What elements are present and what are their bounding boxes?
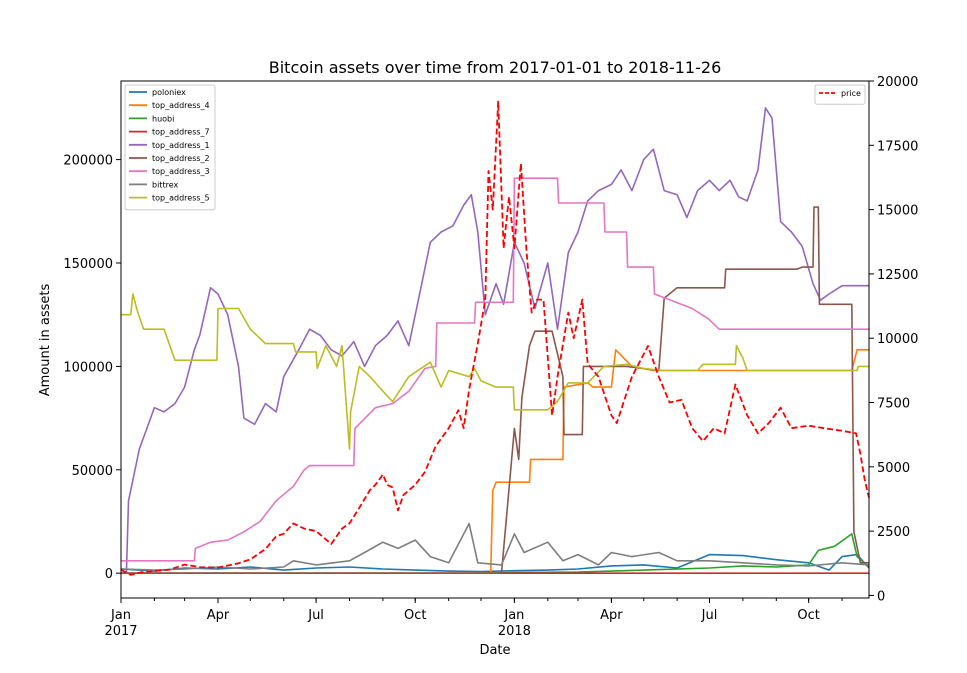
y-left-tick-label: 200000 bbox=[63, 154, 113, 169]
legend-label-top_address_4: top_address_4 bbox=[152, 101, 210, 110]
x-tick-sublabel: 2017 bbox=[104, 624, 137, 639]
series-line-poloniex bbox=[120, 553, 870, 573]
legend-label-huobi: huobi bbox=[152, 114, 174, 123]
y-right-tick-label: 10000 bbox=[877, 332, 918, 347]
y-left-tick-label: 100000 bbox=[63, 360, 113, 375]
x-tick-label: Oct bbox=[404, 608, 426, 623]
y-right-tick-label: 17500 bbox=[877, 139, 918, 154]
legend-right: price bbox=[814, 84, 866, 105]
x-axis-label: Date bbox=[479, 643, 510, 658]
y-right-tick-label: 15000 bbox=[877, 204, 918, 219]
legend-box bbox=[124, 84, 216, 211]
axes-frame bbox=[120, 80, 870, 599]
plot-frame bbox=[120, 80, 870, 599]
y-right-tick-label: 12500 bbox=[877, 268, 918, 283]
x-tick-sublabel: 2018 bbox=[498, 624, 531, 639]
y-left-tick-label: 0 bbox=[105, 567, 113, 582]
chart-title: Bitcoin assets over time from 2017-01-01… bbox=[269, 58, 722, 77]
y-right-tick-label: 0 bbox=[877, 589, 885, 604]
series-line-bittrex bbox=[120, 522, 870, 571]
series-lines bbox=[120, 100, 870, 576]
x-tick-label: Jul bbox=[701, 608, 718, 623]
legend-label-bittrex: bittrex bbox=[152, 180, 178, 189]
y-left-tick-label: 150000 bbox=[63, 257, 113, 272]
legend-label-top_address_7: top_address_7 bbox=[152, 128, 210, 137]
legend-label-price: price bbox=[841, 89, 861, 98]
series-line-top_address_3 bbox=[121, 177, 869, 562]
y-right-tick-label: 20000 bbox=[877, 75, 918, 90]
y-axis-label: Amount in assets bbox=[38, 283, 53, 396]
y-left-tick-label: 50000 bbox=[72, 464, 113, 479]
x-tick-label: Apr bbox=[600, 608, 623, 623]
y-right-tick-label: 7500 bbox=[877, 397, 910, 412]
x-tick-label: Jul bbox=[307, 608, 324, 623]
legend-label-top_address_1: top_address_1 bbox=[152, 141, 210, 150]
series-line-top_address_5 bbox=[121, 293, 869, 450]
x-tick-label: Jan bbox=[503, 608, 524, 623]
y-right-tick-label: 5000 bbox=[877, 461, 910, 476]
series-line-top_address_2 bbox=[121, 206, 869, 575]
x-tick-label: Apr bbox=[207, 608, 230, 623]
legend-label-top_address_2: top_address_2 bbox=[152, 154, 210, 163]
legend-box-right bbox=[814, 84, 866, 105]
y-right-tick-label: 2500 bbox=[877, 525, 910, 540]
legend-label-poloniex: poloniex bbox=[152, 88, 186, 97]
x-tick-label: Oct bbox=[797, 608, 819, 623]
legend-label-top_address_3: top_address_3 bbox=[152, 167, 210, 176]
legend-label-top_address_5: top_address_5 bbox=[152, 194, 210, 203]
series-line-top_address_1 bbox=[121, 107, 869, 575]
x-tick-label: Jan bbox=[110, 608, 131, 623]
